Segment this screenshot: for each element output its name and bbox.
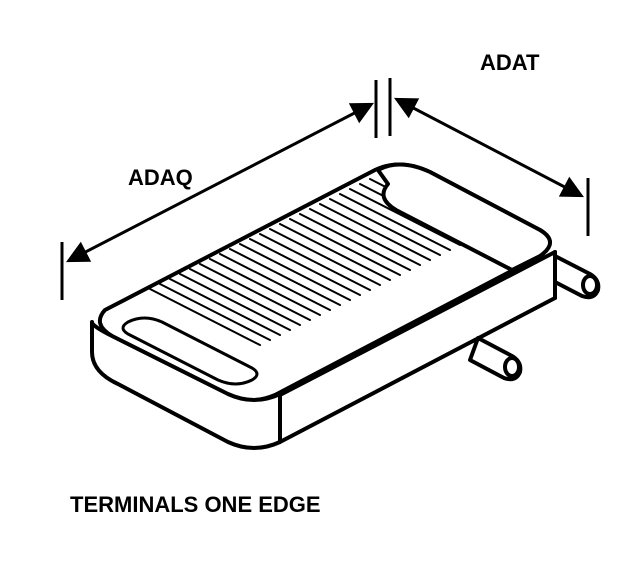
label-adat: ADAT — [480, 50, 539, 76]
label-adaq: ADAQ — [128, 165, 193, 191]
component-illustration — [0, 0, 634, 562]
diagram-stage: ADAQ ADAT TERMINALS ONE EDGE — [0, 0, 634, 562]
diagram-title: TERMINALS ONE EDGE — [70, 492, 321, 518]
